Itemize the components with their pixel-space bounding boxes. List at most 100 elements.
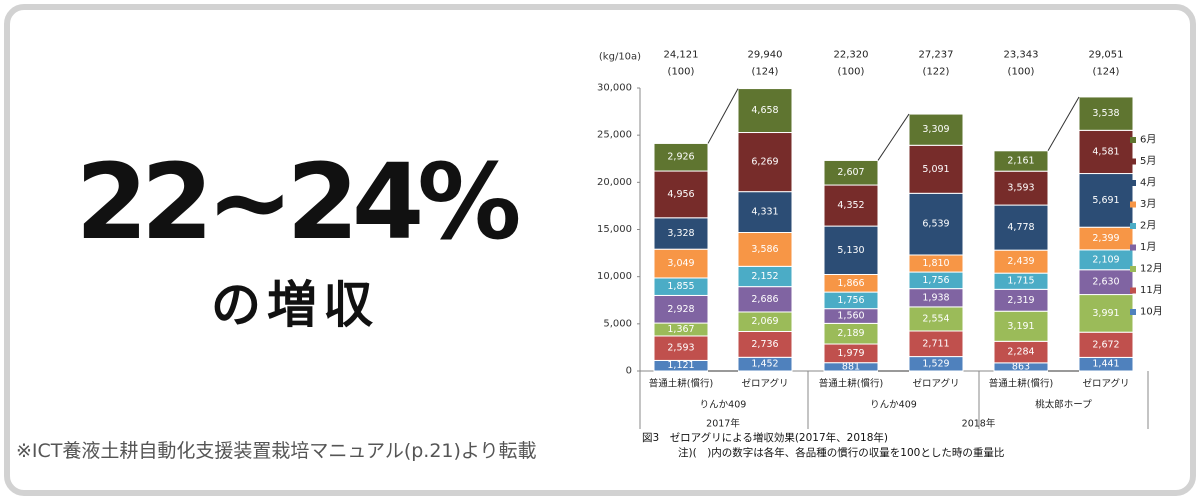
bar-segment-label: 4,581 bbox=[1092, 146, 1119, 157]
bar-index-label: (122) bbox=[923, 67, 950, 78]
legend-label: 5月 bbox=[1140, 155, 1156, 167]
bar-segment-label: 2,161 bbox=[1007, 155, 1034, 166]
bar-segment bbox=[653, 142, 709, 172]
bar-segment bbox=[908, 192, 964, 256]
bar-segment-label: 881 bbox=[842, 361, 860, 372]
bar-segment bbox=[737, 232, 793, 267]
bar-segment-label: 2,630 bbox=[1092, 277, 1119, 288]
bar-segment-label: 2,319 bbox=[1007, 295, 1034, 306]
legend-swatch bbox=[1130, 137, 1136, 143]
bar-segment-label: 1,866 bbox=[837, 278, 864, 289]
bar-segment-label: 1,756 bbox=[837, 295, 864, 306]
bar-segment-label: 2,439 bbox=[1007, 256, 1034, 267]
bar-segment-label: 1,938 bbox=[922, 292, 949, 303]
chart-note: 注)( )内の数字は各年、各品種の慣行の収量を100とした時の重量比 bbox=[678, 446, 1004, 459]
x-group-label: 桃太郎ホープ bbox=[1035, 399, 1092, 411]
yield-increase-subline: の増収 bbox=[211, 276, 379, 334]
bar-segment bbox=[737, 191, 793, 234]
x-category-label: 普通土耕(慣行) bbox=[989, 378, 1053, 390]
bar-total-label: 27,237 bbox=[919, 50, 954, 61]
bar-segment bbox=[1078, 331, 1134, 358]
bar-segment-label: 1,756 bbox=[922, 275, 949, 286]
bar-segment-label: 1,810 bbox=[922, 258, 949, 269]
bar-segment-label: 2,607 bbox=[837, 167, 864, 178]
bar-segment-label: 2,109 bbox=[1092, 254, 1119, 265]
bar-segment bbox=[653, 170, 709, 219]
x-category-label: ゼロアグリ bbox=[1082, 378, 1129, 390]
bar-segment-label: 1,529 bbox=[922, 358, 949, 369]
x-category-label: ゼロアグリ bbox=[741, 378, 788, 390]
legend-label: 3月 bbox=[1140, 198, 1156, 210]
x-category-label: 普通土耕(慣行) bbox=[649, 378, 713, 390]
legend-swatch bbox=[1130, 266, 1136, 272]
bar-segment-label: 5,091 bbox=[922, 164, 949, 175]
bar-total-label: 22,320 bbox=[834, 50, 869, 61]
y-tick-label: 5,000 bbox=[603, 318, 632, 329]
x-group-label: りんか409 bbox=[870, 400, 917, 411]
stacked-yield-chart: (kg/10a) 0 5,000 10,000 15,000 20,000 25,000 30… bbox=[597, 50, 1163, 460]
bar-segment-label: 2,593 bbox=[667, 343, 694, 354]
bar-segment-label: 4,331 bbox=[751, 207, 778, 218]
bar-segment bbox=[737, 132, 793, 193]
pair-connector-line bbox=[1047, 96, 1080, 152]
bar-segment bbox=[993, 204, 1049, 251]
bar-segment-label: 2,672 bbox=[1092, 339, 1119, 350]
bar-segment-label: 2,928 bbox=[667, 304, 694, 315]
x-category-label: ゼロアグリ bbox=[912, 378, 959, 390]
y-tick-label: 20,000 bbox=[597, 177, 632, 188]
bar-segment-label: 2,736 bbox=[751, 339, 778, 350]
chart-caption: 図3 ゼロアグリによる増収効果(2017年、2018年) bbox=[642, 431, 888, 444]
legend-swatch bbox=[1130, 201, 1136, 208]
bar-segment-label: 2,399 bbox=[1092, 233, 1119, 244]
bar-segment-label: 2,189 bbox=[837, 328, 864, 339]
legend-label: 10月 bbox=[1140, 306, 1163, 318]
bar-segment-label: 1,979 bbox=[837, 348, 864, 359]
bar-segment-label: 3,309 bbox=[922, 124, 949, 135]
y-tick-label: 10,000 bbox=[597, 271, 632, 282]
legend-swatch bbox=[1130, 287, 1136, 294]
bar-index-label: (124) bbox=[752, 67, 779, 78]
y-tick-label: 0 bbox=[626, 366, 632, 377]
bar-segment-label: 3,328 bbox=[667, 228, 694, 239]
bar-segment bbox=[993, 170, 1049, 206]
bar-segment bbox=[737, 330, 793, 358]
bar-segment-label: 1,441 bbox=[1092, 359, 1119, 370]
bar-segment-label: 2,686 bbox=[751, 294, 778, 305]
y-tick-label: 15,000 bbox=[597, 224, 632, 235]
bar-segment-label: 2,554 bbox=[922, 313, 949, 324]
bar-total-label: 29,940 bbox=[748, 50, 783, 61]
bar-index-label: (124) bbox=[1093, 67, 1120, 78]
bar-segment-label: 1,452 bbox=[751, 359, 778, 370]
bar-segment-label: 863 bbox=[1012, 361, 1030, 372]
bar-segment bbox=[653, 335, 709, 361]
bar-segment-label: 3,991 bbox=[1092, 308, 1119, 319]
bar-segment-label: 3,049 bbox=[667, 258, 694, 269]
bar-segment-label: 4,778 bbox=[1007, 222, 1034, 233]
bar-segment bbox=[823, 159, 879, 186]
bar-segment-label: 5,691 bbox=[1092, 195, 1119, 206]
pair-connector-line bbox=[877, 113, 910, 161]
y-tick-label: 25,000 bbox=[597, 130, 632, 141]
legend-label: 12月 bbox=[1140, 263, 1163, 275]
bar-segment-label: 3,538 bbox=[1092, 108, 1119, 119]
legend-swatch bbox=[1130, 180, 1136, 186]
bar-segment-label: 1,560 bbox=[837, 311, 864, 322]
bar-index-label: (100) bbox=[1008, 67, 1035, 78]
bar-segment-label: 2,069 bbox=[751, 316, 778, 327]
pair-connector-line bbox=[707, 88, 739, 144]
bar-index-label: (100) bbox=[668, 67, 695, 78]
bar-segment-label: 2,284 bbox=[1007, 347, 1034, 358]
bar-total-label: 23,343 bbox=[1004, 50, 1039, 61]
x-year-label: 2017年 bbox=[706, 418, 740, 430]
bar-segment-label: 3,191 bbox=[1007, 321, 1034, 332]
bar-total-label: 24,121 bbox=[664, 50, 699, 61]
bar-segment-label: 3,586 bbox=[751, 244, 778, 255]
bar-segment bbox=[823, 184, 879, 227]
y-tick-label: 30,000 bbox=[597, 83, 632, 94]
bar-segment bbox=[1078, 129, 1134, 175]
legend-swatch bbox=[1130, 244, 1136, 251]
bar-segment bbox=[1078, 269, 1134, 296]
legend-label: 6月 bbox=[1140, 134, 1156, 146]
bar-segment bbox=[737, 88, 793, 134]
bar-total-label: 29,051 bbox=[1089, 50, 1124, 61]
